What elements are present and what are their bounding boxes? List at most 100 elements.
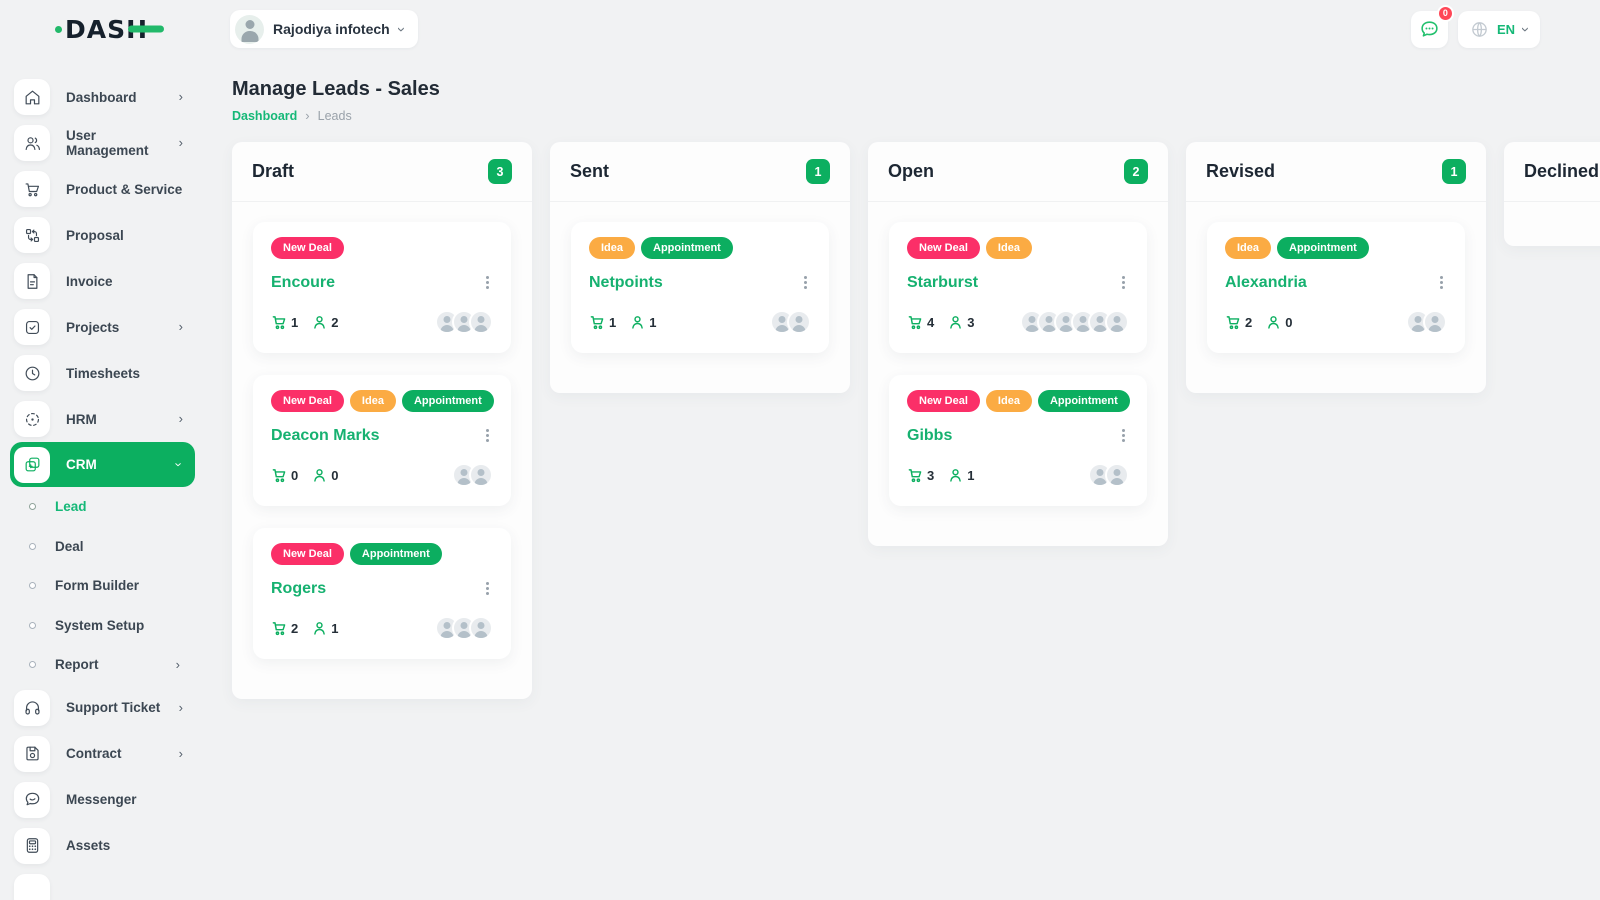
company-name: Rajodiya infotech bbox=[273, 21, 390, 37]
avatar bbox=[1423, 310, 1447, 334]
products-count: 4 bbox=[907, 314, 934, 331]
messenger-button[interactable]: 0 bbox=[1410, 4, 1454, 48]
breadcrumb-dashboard-link[interactable]: Dashboard bbox=[232, 108, 298, 123]
column-title: Open bbox=[888, 161, 935, 181]
avatar-stack bbox=[770, 310, 811, 334]
company-switcher[interactable]: Rajodiya infotech › bbox=[230, 10, 418, 48]
sidebar-item-hrm[interactable]: HRM › bbox=[0, 396, 205, 442]
sidebar-item-deal[interactable]: Deal bbox=[0, 527, 205, 567]
cart-icon bbox=[272, 315, 286, 329]
lead-card[interactable]: New Deal Appointment Rogers 2 1 bbox=[253, 528, 511, 659]
kebab-menu-icon[interactable] bbox=[800, 272, 811, 293]
column-count-badge: 1 bbox=[1442, 159, 1466, 184]
label-badge: Appointment bbox=[1277, 237, 1369, 259]
sidebar-item-partial[interactable] bbox=[0, 869, 205, 900]
avatar bbox=[1105, 310, 1129, 334]
products-count: 2 bbox=[1225, 314, 1252, 331]
bullet-icon bbox=[29, 503, 36, 511]
sidebar: Dashboard › User Management › Product & … bbox=[0, 58, 205, 900]
sidebar-item-support-ticket[interactable]: Support Ticket › bbox=[0, 685, 205, 731]
sidebar-item-form-builder[interactable]: Form Builder bbox=[0, 566, 205, 606]
sidebar-item-user-management[interactable]: User Management › bbox=[0, 120, 205, 166]
home-icon bbox=[14, 79, 50, 115]
language-selector[interactable]: EN › bbox=[1457, 10, 1540, 48]
lead-title-link[interactable]: Encoure bbox=[271, 273, 336, 291]
avatar bbox=[469, 310, 493, 334]
sidebar-item-timesheets[interactable]: Timesheets bbox=[0, 350, 205, 396]
user-icon bbox=[314, 468, 326, 482]
sidebar-item-crm[interactable]: CRM › bbox=[10, 442, 195, 487]
company-avatar bbox=[235, 14, 265, 44]
sidebar-item-report[interactable]: Report › bbox=[0, 645, 205, 685]
user-icon bbox=[950, 315, 962, 329]
label-badge: Idea bbox=[985, 390, 1032, 412]
lead-title-link[interactable]: Deacon Marks bbox=[271, 426, 380, 444]
breadcrumb-current: Leads bbox=[317, 108, 352, 123]
avatar-stack bbox=[435, 616, 493, 640]
label-badge: New Deal bbox=[907, 237, 980, 259]
avatar-stack bbox=[1020, 310, 1129, 334]
lead-card[interactable]: Idea Appointment Netpoints 1 1 bbox=[571, 222, 829, 353]
sidebar-item-invoice[interactable]: Invoice bbox=[0, 258, 205, 304]
chat-count-badge: 0 bbox=[1436, 4, 1454, 22]
chevron-down-icon: › bbox=[392, 26, 410, 32]
lead-card[interactable]: New Deal Idea Starburst 4 3 bbox=[889, 222, 1147, 353]
cart-icon bbox=[908, 315, 922, 329]
save-icon bbox=[14, 735, 50, 772]
user-icon bbox=[632, 315, 644, 329]
dash-logo[interactable]: DASH bbox=[55, 15, 165, 44]
kebab-menu-icon[interactable] bbox=[482, 425, 493, 446]
lead-card[interactable]: Idea Appointment Alexandria 2 0 bbox=[1207, 222, 1465, 353]
sidebar-item-assets[interactable]: Assets bbox=[0, 823, 205, 869]
swap-icon bbox=[14, 217, 50, 253]
kebab-menu-icon[interactable] bbox=[482, 578, 493, 599]
products-count: 1 bbox=[271, 314, 298, 331]
users-count: 1 bbox=[311, 620, 338, 637]
sidebar-item-lead[interactable]: Lead bbox=[0, 487, 205, 527]
breadcrumb: Dashboard › Leads bbox=[232, 108, 440, 123]
column-title: Revised bbox=[1206, 161, 1276, 181]
lead-title-link[interactable]: Netpoints bbox=[589, 273, 663, 291]
label-badge: Appointment bbox=[641, 237, 733, 259]
user-icon bbox=[1268, 315, 1280, 329]
users-count: 1 bbox=[947, 467, 974, 484]
column-count-badge: 2 bbox=[1124, 159, 1148, 184]
users-icon bbox=[14, 125, 50, 161]
lead-title-link[interactable]: Starburst bbox=[907, 273, 979, 291]
kebab-menu-icon[interactable] bbox=[1118, 272, 1129, 293]
label-badge: New Deal bbox=[271, 390, 344, 412]
lead-card[interactable]: New Deal Idea Appointment Gibbs 3 1 bbox=[889, 375, 1147, 506]
products-count: 3 bbox=[907, 467, 934, 484]
products-count: 0 bbox=[271, 467, 298, 484]
sidebar-item-system-setup[interactable]: System Setup bbox=[0, 606, 205, 646]
users-count: 3 bbox=[947, 314, 974, 331]
logo-dash-icon bbox=[128, 25, 165, 33]
lead-title-link[interactable]: Gibbs bbox=[907, 426, 953, 444]
lead-card[interactable]: New Deal Encoure 1 2 bbox=[253, 222, 511, 353]
user-icon bbox=[314, 315, 326, 329]
lead-title-link[interactable]: Rogers bbox=[271, 579, 327, 597]
kanban-column-open: Open 2 New Deal Idea Starburst bbox=[868, 142, 1168, 546]
label-badge: Idea bbox=[985, 237, 1032, 259]
sidebar-item-dashboard[interactable]: Dashboard › bbox=[0, 74, 205, 120]
sidebar-item-product-service[interactable]: Product & Service bbox=[0, 166, 205, 212]
sidebar-item-projects[interactable]: Projects › bbox=[0, 304, 205, 350]
kebab-menu-icon[interactable] bbox=[1118, 425, 1129, 446]
kanban-column-sent: Sent 1 Idea Appointment Netpoints bbox=[550, 142, 850, 393]
headphones-icon bbox=[14, 689, 50, 726]
user-icon bbox=[950, 468, 962, 482]
globe-icon bbox=[1472, 21, 1487, 37]
avatar bbox=[1105, 463, 1129, 487]
sidebar-item-proposal[interactable]: Proposal bbox=[0, 212, 205, 258]
avatar-stack bbox=[1088, 463, 1129, 487]
cart-icon bbox=[272, 621, 286, 635]
lead-title-link[interactable]: Alexandria bbox=[1225, 273, 1307, 291]
chat-icon bbox=[14, 781, 50, 818]
kebab-menu-icon[interactable] bbox=[1436, 272, 1447, 293]
kebab-menu-icon[interactable] bbox=[482, 272, 493, 293]
calculator-icon bbox=[14, 827, 50, 864]
sidebar-item-messenger[interactable]: Messenger bbox=[0, 777, 205, 823]
sidebar-item-contract[interactable]: Contract › bbox=[0, 731, 205, 777]
lead-card[interactable]: New Deal Idea Appointment Deacon Marks 0… bbox=[253, 375, 511, 506]
avatar bbox=[469, 616, 493, 640]
